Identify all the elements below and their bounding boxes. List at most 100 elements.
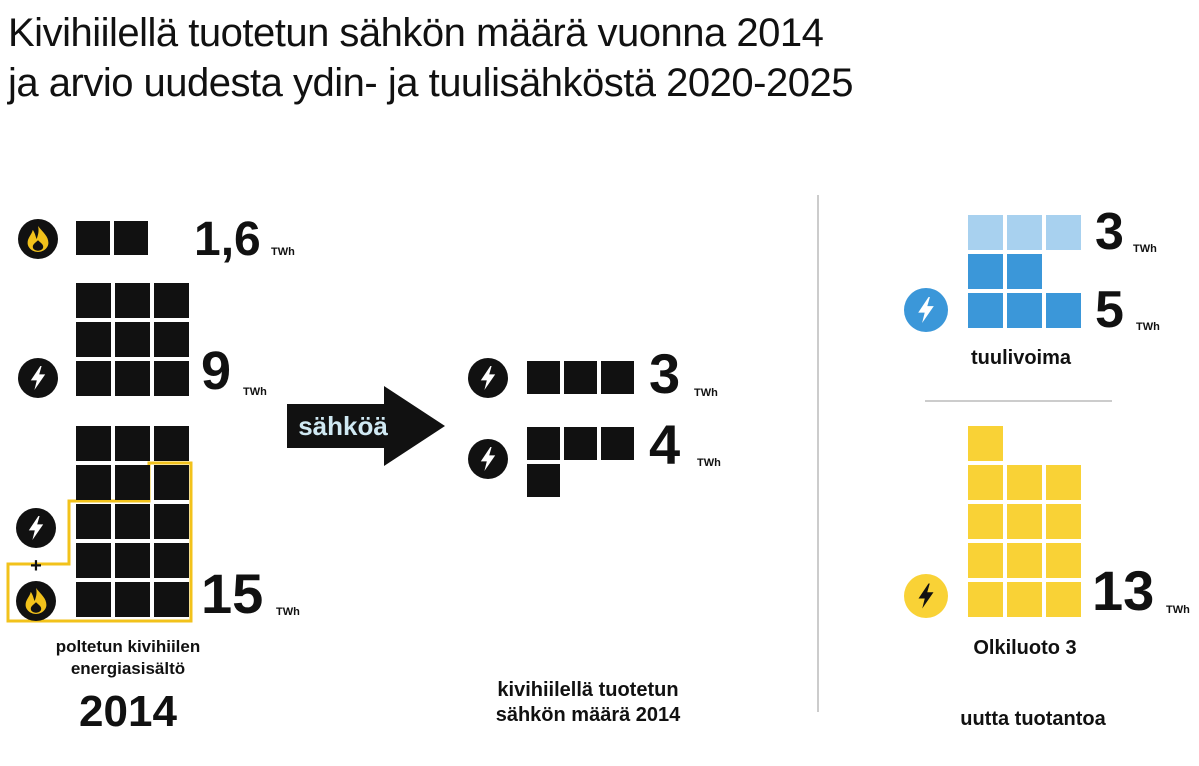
unit-square-electricity_only <box>76 322 111 357</box>
unit-square-chp <box>115 426 150 461</box>
unit-square-chp <box>115 465 150 500</box>
lightning-icon <box>468 439 508 479</box>
value-label: 9 TWh <box>201 341 267 401</box>
value-label-number: 3 <box>649 342 680 405</box>
left-label-line-1: poltetun kivihiilen <box>56 637 201 656</box>
value-label-number: 13 <box>1092 559 1154 622</box>
page-title: Kivihiilellä tuotetun sähkön määrä vuonn… <box>8 8 1188 108</box>
unit-label: TWh <box>694 387 718 399</box>
value-label: 1,6 TWh <box>194 213 295 266</box>
unit-square-olkiluoto3 <box>1007 543 1042 578</box>
unit-square-chp <box>154 465 189 500</box>
unit-square-chp <box>115 543 150 578</box>
unit-square-heat_only <box>76 221 110 255</box>
unit-square-wind_a <box>1007 215 1042 250</box>
unit-square-chp <box>115 582 150 617</box>
unit-square-olkiluoto3 <box>1046 504 1081 539</box>
middle-label-line-2: sähkön määrä 2014 <box>496 704 681 726</box>
unit-square-chp <box>154 426 189 461</box>
value-label-number: 4 <box>649 413 680 476</box>
unit-square-from_chp <box>601 427 634 460</box>
unit-square-electricity_only <box>115 322 150 357</box>
unit-square-electricity_only <box>154 361 189 396</box>
footer-label: uutta tuotantoa <box>960 708 1106 730</box>
unit-square-wind_b <box>968 254 1003 289</box>
unit-square-olkiluoto3 <box>1007 465 1042 500</box>
value-label: 13 TWh <box>1092 559 1190 622</box>
unit-square-from_chp <box>564 427 597 460</box>
unit-square-olkiluoto3 <box>968 582 1003 617</box>
unit-square-olkiluoto3 <box>1046 582 1081 617</box>
unit-label: TWh <box>1136 321 1160 333</box>
fire-icon <box>16 581 56 621</box>
middle-label-line-1: kivihiilellä tuotetun <box>497 679 678 701</box>
unit-square-chp <box>76 543 111 578</box>
unit-square-olkiluoto3 <box>1046 543 1081 578</box>
wind-label: tuulivoima <box>971 347 1072 369</box>
arrow-right-icon <box>287 386 445 466</box>
value-label: 15 TWh <box>201 562 300 625</box>
unit-square-from_chp <box>527 427 560 460</box>
unit-label: TWh <box>1133 243 1157 255</box>
unit-square-chp <box>76 582 111 617</box>
unit-square-electricity_only <box>115 283 150 318</box>
unit-square-chp <box>154 582 189 617</box>
unit-square-from_chp <box>527 464 560 497</box>
unit-square-olkiluoto3 <box>968 465 1003 500</box>
unit-label: TWh <box>276 606 300 618</box>
value-label-number: 1,6 <box>194 213 261 266</box>
unit-square-electricity_only <box>76 283 111 318</box>
unit-label: TWh <box>697 457 721 469</box>
unit-square-olkiluoto3 <box>1007 582 1042 617</box>
unit-square-electricity_only <box>154 283 189 318</box>
unit-square-wind_b <box>1046 293 1081 328</box>
nuclear-label: Olkiluoto 3 <box>973 637 1076 659</box>
unit-label: TWh <box>243 386 267 398</box>
squares-group <box>76 215 1081 617</box>
fire-icon <box>18 219 58 259</box>
value-label-number: 5 <box>1095 281 1124 339</box>
chp-highlight-outline <box>6 461 193 623</box>
lightning-icon <box>904 288 948 332</box>
unit-square-olkiluoto3 <box>968 543 1003 578</box>
left-label-line-2: energiasisältö <box>71 659 185 678</box>
lightning-icon <box>16 508 56 548</box>
unit-square-from_separate <box>564 361 597 394</box>
unit-square-olkiluoto3 <box>968 426 1003 461</box>
unit-square-wind_a <box>1046 215 1081 250</box>
unit-square-chp <box>76 426 111 461</box>
unit-square-wind_a <box>968 215 1003 250</box>
unit-square-wind_b <box>968 293 1003 328</box>
value-label-number: 9 <box>201 341 231 401</box>
value-label: 5 TWh <box>1095 281 1160 339</box>
title-line-1: Kivihiilellä tuotetun sähkön määrä vuonn… <box>8 11 824 55</box>
value-label: 3 TWh <box>649 342 718 405</box>
unit-square-electricity_only <box>76 361 111 396</box>
unit-square-chp <box>76 504 111 539</box>
unit-square-electricity_only <box>115 361 150 396</box>
value-label: 4 TWh <box>649 413 721 476</box>
unit-label: TWh <box>1166 604 1190 616</box>
unit-square-chp <box>154 504 189 539</box>
year-label: 2014 <box>79 687 177 736</box>
unit-square-electricity_only <box>154 322 189 357</box>
plus-sign: + <box>30 555 42 577</box>
lightning-icon <box>18 358 58 398</box>
unit-square-heat_only <box>114 221 148 255</box>
value-label-number: 15 <box>201 562 263 625</box>
lightning-icon <box>904 574 948 618</box>
unit-square-olkiluoto3 <box>1007 504 1042 539</box>
unit-square-from_separate <box>527 361 560 394</box>
arrow-label: sähköä <box>298 411 388 441</box>
unit-square-chp <box>154 543 189 578</box>
unit-square-olkiluoto3 <box>1046 465 1081 500</box>
title-line-2: ja arvio uudesta ydin- ja tuulisähköstä … <box>8 61 853 105</box>
unit-square-wind_b <box>1007 293 1042 328</box>
lightning-icon <box>468 358 508 398</box>
value-label: 3 TWh <box>1095 203 1157 261</box>
value-label-number: 3 <box>1095 203 1124 261</box>
unit-square-wind_b <box>1007 254 1042 289</box>
unit-label: TWh <box>271 246 295 258</box>
unit-square-chp <box>115 504 150 539</box>
